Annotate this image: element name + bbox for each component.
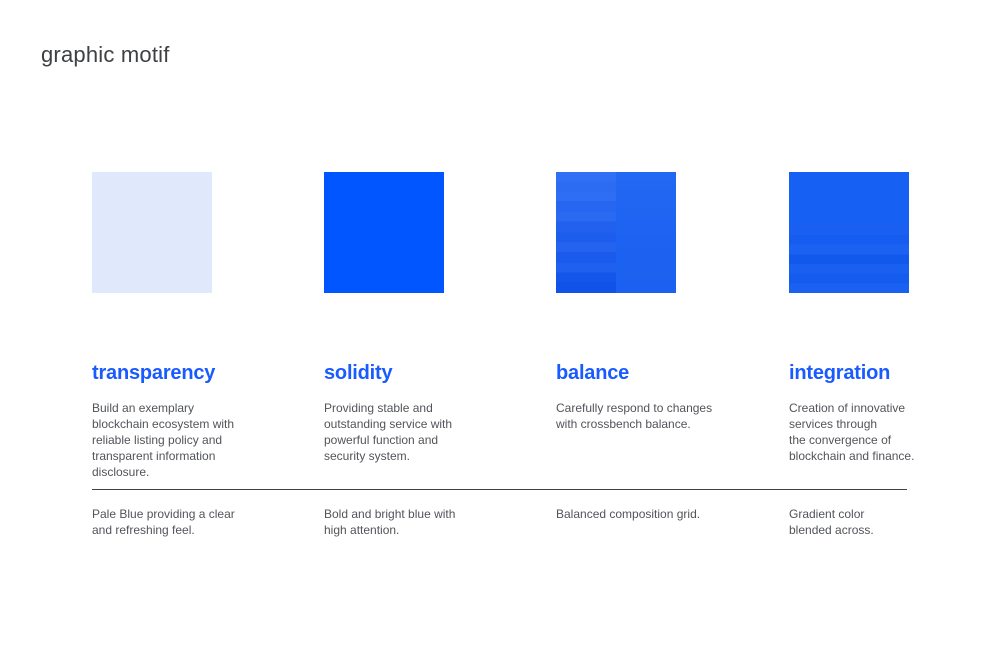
transparency-swatch: [92, 172, 212, 293]
transparency-caption: Pale Blue providing a clear and refreshi…: [92, 507, 235, 537]
integration-swatch: [789, 172, 909, 293]
column-balance: balance Carefully respond to changes wit…: [556, 172, 756, 432]
column-solidity: solidity Providing stable and outstandin…: [324, 172, 524, 464]
column-transparency: transparency Build an exemplary blockcha…: [92, 172, 292, 480]
solidity-heading: solidity: [324, 362, 393, 384]
transparency-heading: transparency: [92, 362, 216, 384]
page-title: graphic motif: [41, 42, 170, 67]
balance-caption: Balanced composition grid.: [556, 507, 701, 521]
balance-swatch: [556, 172, 676, 293]
solidity-caption: Bold and bright blue with high attention…: [324, 507, 456, 537]
integration-heading: integration: [789, 362, 891, 384]
solidity-swatch: [324, 172, 444, 293]
solidity-description: Providing stable and outstanding service…: [324, 401, 453, 463]
balance-heading: balance: [556, 362, 630, 384]
integration-description: Creation of innovative services through …: [789, 401, 915, 463]
column-integration: integration Creation of innovative servi…: [789, 172, 989, 464]
integration-caption: Gradient color blended across.: [789, 507, 874, 537]
transparency-description: Build an exemplary blockchain ecosystem …: [92, 401, 235, 479]
divider-line: [92, 489, 907, 490]
balance-description: Carefully respond to changes with crossb…: [556, 401, 713, 431]
